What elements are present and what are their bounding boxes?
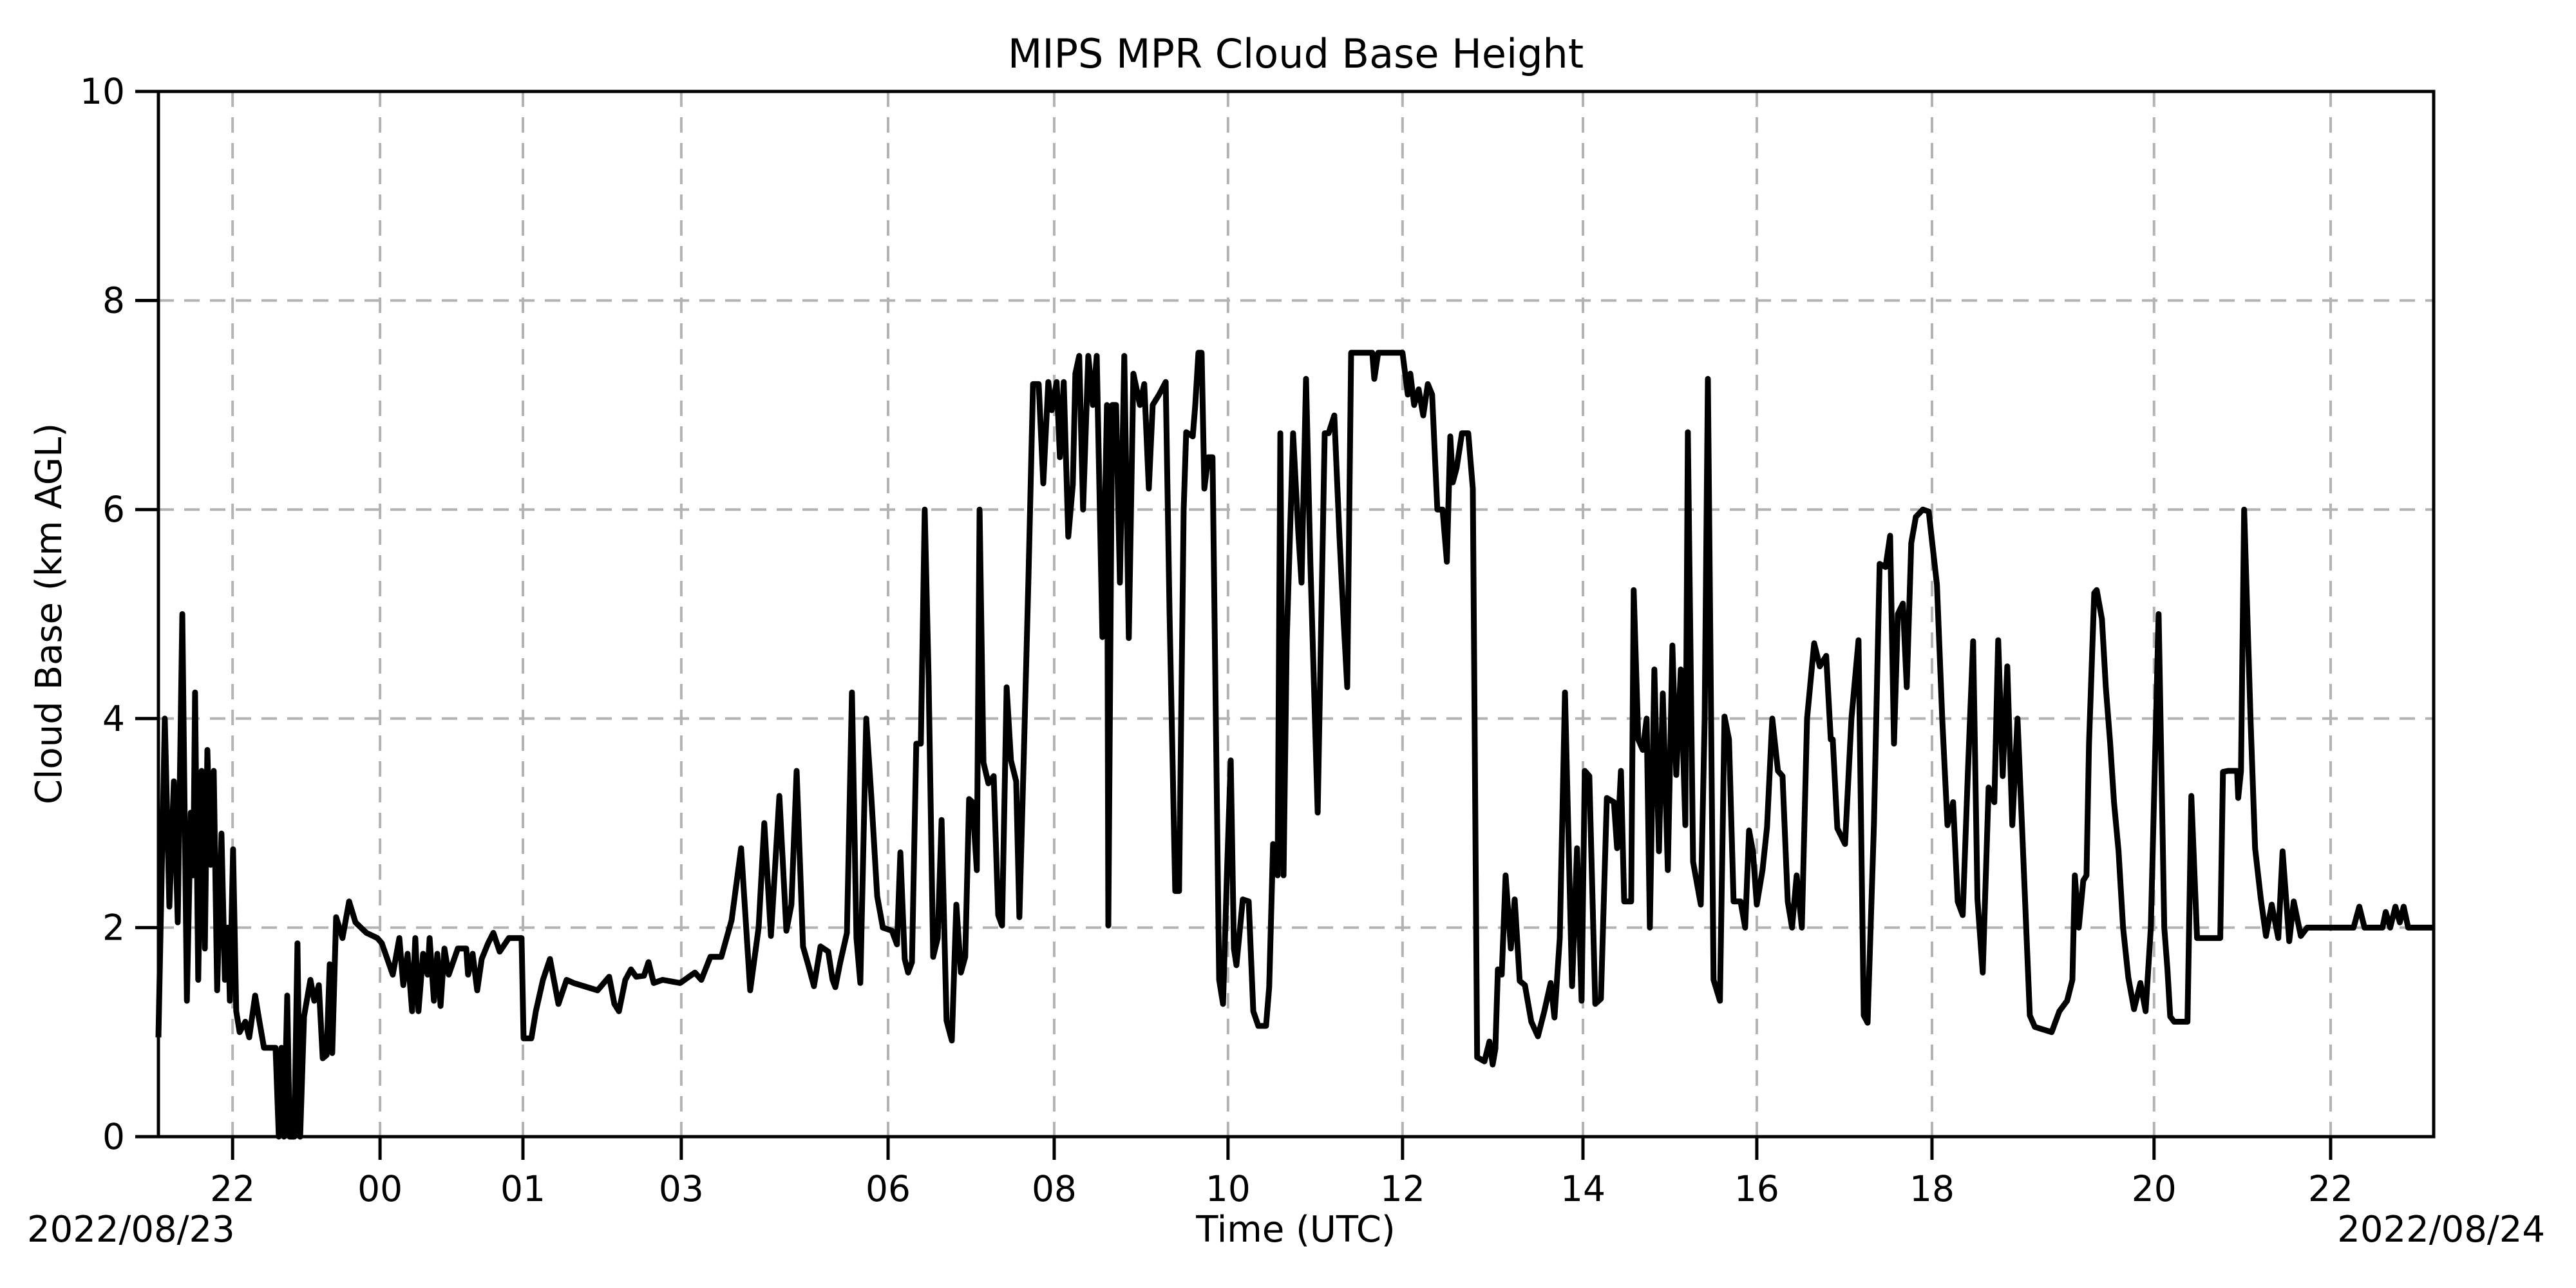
x-tick-label: 22 [2308, 1168, 2353, 1209]
x-tick-label: 10 [1206, 1168, 1251, 1209]
y-tick-label: 4 [102, 698, 125, 739]
x-tick-labels: 22 00 01 03 06 08 10 12 14 16 18 20 22 [210, 1168, 2353, 1209]
x-tick-label: 08 [1032, 1168, 1077, 1209]
x-tick-label: 20 [2132, 1168, 2177, 1209]
y-tick-label: 8 [102, 280, 125, 321]
x-tick-label: 22 [210, 1168, 255, 1209]
x-tick-label: 03 [659, 1168, 704, 1209]
x-axis-label: Time (UTC) [1195, 1209, 1396, 1251]
x-tick-label: 14 [1560, 1168, 1605, 1209]
y-tick-label: 0 [102, 1116, 125, 1157]
plot-border [156, 90, 2436, 1139]
chart-title: MIPS MPR Cloud Base Height [1008, 30, 1584, 77]
date-left-label: 2022/08/23 [27, 1209, 235, 1251]
axes-frame [156, 90, 2436, 1139]
x-tick-label: 01 [500, 1168, 545, 1209]
y-tick-label: 6 [102, 489, 125, 530]
tick-marks [135, 90, 2333, 1160]
y-axis-label: Cloud Base (km AGL) [28, 423, 70, 804]
x-tick-label: 16 [1734, 1168, 1779, 1209]
y-tick-labels: 0 2 4 6 8 10 [80, 71, 125, 1157]
y-tick-label: 10 [80, 71, 125, 112]
x-tick-label: 06 [866, 1168, 911, 1209]
date-right-label: 2022/08/24 [2337, 1209, 2545, 1251]
x-tick-label: 18 [1909, 1168, 1955, 1209]
cloud-base-series-line [155, 350, 2434, 1140]
x-tick-label: 00 [357, 1168, 402, 1209]
x-tick-label: 12 [1380, 1168, 1425, 1209]
y-tick-label: 2 [102, 907, 125, 948]
